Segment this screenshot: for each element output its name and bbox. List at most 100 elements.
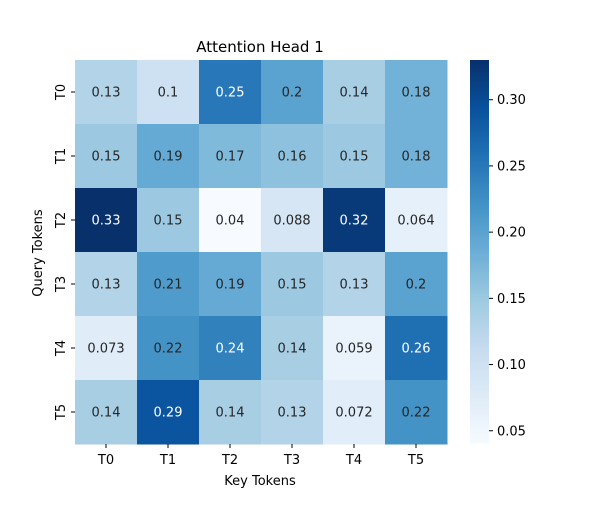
cell-value-label: 0.32 [340, 214, 369, 229]
cell-value-label: 0.25 [216, 86, 245, 101]
y-tick-label: T5 [54, 404, 69, 421]
heatmap-cell [75, 60, 138, 125]
heatmap-cell [75, 188, 138, 253]
heatmap-cell [323, 252, 386, 317]
x-tick-label: T2 [221, 453, 238, 468]
cell-value-label: 0.16 [278, 150, 307, 165]
chart-title: Attention Head 1 [196, 38, 324, 56]
colorbar-tick-label: 0.10 [497, 358, 526, 373]
x-tick-label: T5 [407, 453, 424, 468]
heatmap-cells [75, 60, 448, 445]
cell-value-label: 0.088 [273, 214, 310, 229]
cell-value-label: 0.1 [158, 86, 179, 101]
cell-value-label: 0.059 [335, 342, 372, 357]
heatmap-cell [137, 380, 200, 445]
cell-value-label: 0.13 [278, 406, 307, 421]
heatmap-cell [75, 316, 138, 381]
heatmap-cell [261, 252, 324, 317]
cell-value-label: 0.26 [402, 342, 431, 357]
heatmap-cell [385, 188, 448, 253]
cell-value-label: 0.073 [87, 342, 124, 357]
colorbar: 0.05 0.10 0.15 0.20 0.25 0.30 [470, 60, 526, 444]
heatmap-cell [385, 380, 448, 445]
cell-value-label: 0.14 [216, 406, 245, 421]
heatmap-cell [137, 60, 200, 125]
y-axis-label: Query Tokens [31, 209, 46, 297]
cell-value-label: 0.13 [92, 278, 121, 293]
cell-value-label: 0.22 [402, 406, 431, 421]
cell-value-label: 0.22 [154, 342, 183, 357]
heatmap-cell [323, 316, 386, 381]
heatmap-cell [199, 124, 262, 189]
cell-value-label: 0.19 [154, 150, 183, 165]
cell-value-label: 0.15 [340, 150, 369, 165]
cell-value-label: 0.19 [216, 278, 245, 293]
cell-value-label: 0.2 [406, 278, 427, 293]
heatmap-cell [323, 60, 386, 125]
heatmap-cell [385, 124, 448, 189]
cell-value-label: 0.04 [216, 214, 245, 229]
x-tick-label: T3 [283, 453, 300, 468]
cell-value-label: 0.18 [402, 150, 431, 165]
cell-value-label: 0.13 [92, 86, 121, 101]
cell-value-label: 0.18 [402, 86, 431, 101]
heatmap-cell [199, 60, 262, 125]
cell-value-label: 0.15 [154, 214, 183, 229]
heatmap-cell [323, 124, 386, 189]
y-tick-label: T3 [54, 276, 69, 293]
cell-value-label: 0.17 [216, 150, 245, 165]
cell-value-label: 0.21 [154, 278, 183, 293]
heatmap-cell [75, 252, 138, 317]
x-tick-label: T1 [159, 453, 176, 468]
heatmap-cell [199, 316, 262, 381]
heatmap-cell [385, 316, 448, 381]
x-tick-label: T4 [345, 453, 362, 468]
cell-value-label: 0.14 [278, 342, 307, 357]
x-axis-ticks: T0 T1 T2 T3 T4 T5 [97, 444, 424, 468]
heatmap-cell [199, 380, 262, 445]
colorbar-tick-label: 0.15 [497, 292, 526, 307]
cell-value-label: 0.14 [92, 406, 121, 421]
heatmap-cell [261, 316, 324, 381]
heatmap-cell [137, 316, 200, 381]
cell-value-label: 0.15 [278, 278, 307, 293]
cell-value-label: 0.29 [154, 406, 183, 421]
colorbar-tick-label: 0.30 [497, 93, 526, 108]
cell-value-label: 0.13 [340, 278, 369, 293]
heatmap-cell [75, 124, 138, 189]
colorbar-tick-label: 0.05 [497, 424, 526, 439]
x-tick-label: T0 [97, 453, 114, 468]
heatmap-cell [323, 380, 386, 445]
heatmap-cell [261, 124, 324, 189]
colorbar-gradient [470, 60, 489, 444]
heatmap-cell [261, 380, 324, 445]
cell-value-label: 0.064 [397, 214, 434, 229]
heatmap-cell [75, 380, 138, 445]
heatmap-cell-labels: 0.13 0.1 0.25 0.2 0.14 0.18 0.15 0.19 0.17 0.16 0.… [87, 86, 434, 421]
y-tick-label: T2 [54, 212, 69, 229]
heatmap-cell [199, 188, 262, 253]
heatmap-cell [385, 60, 448, 125]
cell-value-label: 0.2 [282, 86, 303, 101]
cell-value-label: 0.24 [216, 342, 245, 357]
y-tick-label: T0 [54, 84, 69, 101]
heatmap-cell [261, 60, 324, 125]
heatmap-cell [323, 188, 386, 253]
heatmap-cell [261, 188, 324, 253]
colorbar-tick-label: 0.25 [497, 159, 526, 174]
y-axis-ticks: T0 T1 T2 T3 T4 T5 [54, 84, 75, 421]
heatmap-cell [137, 124, 200, 189]
heatmap-cell [137, 188, 200, 253]
x-axis-label: Key Tokens [224, 474, 296, 489]
y-tick-label: T1 [54, 148, 69, 165]
cell-value-label: 0.14 [340, 86, 369, 101]
cell-value-label: 0.072 [335, 406, 372, 421]
heatmap-cell [137, 252, 200, 317]
colorbar-tick-label: 0.20 [497, 226, 526, 241]
heatmap-cell [199, 252, 262, 317]
cell-value-label: 0.33 [92, 214, 121, 229]
y-tick-label: T4 [54, 340, 69, 357]
cell-value-label: 0.15 [92, 150, 121, 165]
